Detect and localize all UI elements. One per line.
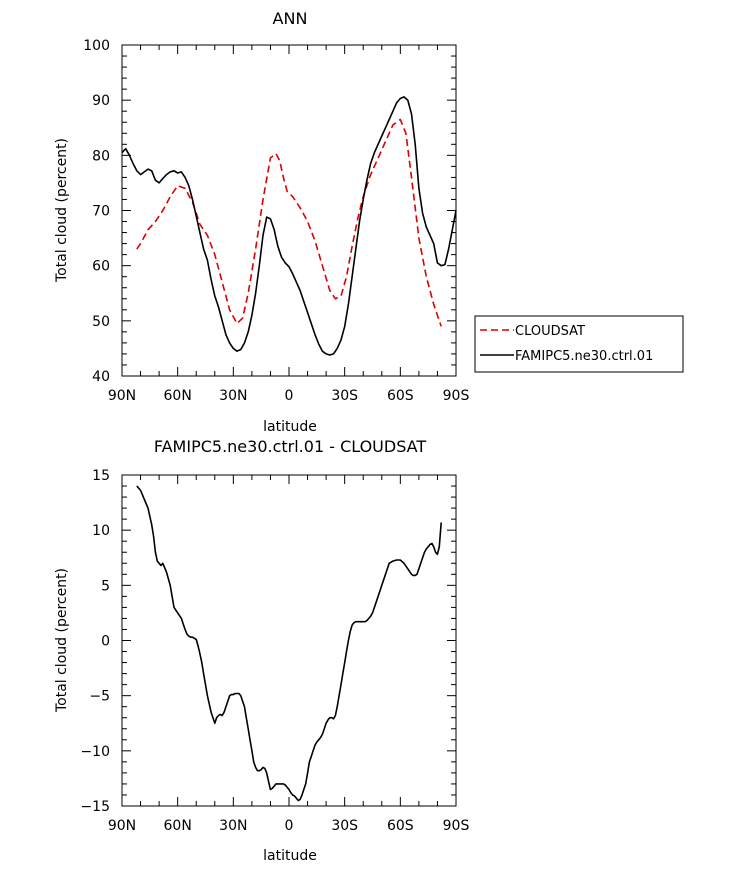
- bottom-x-tick-label: 90N: [108, 818, 136, 834]
- bottom-y-tick-label: 5: [101, 578, 110, 594]
- annual-cloud-panel: ANN 90N 60N 30N 0 30S 60S 90S 40 50 60 70 80 90 100 l…: [54, 9, 469, 435]
- top-series-line-famipc5-ne30-ctrl-01: [121, 96, 457, 356]
- bottom-chart-title: FAMIPC5.ne30.ctrl.01 - CLOUDSAT: [154, 437, 427, 456]
- top-y-tick-label: 90: [92, 93, 110, 109]
- bottom-x-tick-label: 60N: [164, 818, 192, 834]
- bottom-x-axis-label: latitude: [263, 848, 317, 864]
- bottom-x-tick-label: 60S: [387, 818, 414, 834]
- bottom-axis-ticks: 90N 60N 30N 0 30S 60S 90S −15 −10 −5 0 5 10 15: [80, 468, 469, 834]
- top-x-axis-label: latitude: [263, 419, 317, 435]
- top-x-tick-label: 60N: [164, 388, 192, 404]
- bottom-x-tick-label: 90S: [443, 818, 470, 834]
- bottom-x-tick-label: 0: [285, 818, 294, 834]
- top-y-tick-label: 80: [92, 148, 110, 164]
- bottom-x-tick-label: 30S: [331, 818, 358, 834]
- bottom-plot-frame: [121, 474, 457, 807]
- top-x-tick-label: 90N: [108, 388, 136, 404]
- top-y-tick-label: 100: [83, 38, 110, 54]
- top-plot-frame: [121, 44, 457, 377]
- bottom-series-line-0: [136, 485, 442, 802]
- legend-model-label: FAMIPC5.ne30.ctrl.01: [515, 349, 653, 364]
- bottom-series-lines: [136, 485, 442, 802]
- difference-panel: FAMIPC5.ne30.ctrl.01 - CLOUDSAT 90N 60N 30…: [54, 437, 469, 864]
- bottom-x-tick-label: 30N: [219, 818, 247, 834]
- bottom-y-tick-label: 10: [92, 523, 110, 539]
- top-x-tick-label: 90S: [443, 388, 470, 404]
- top-y-tick-label: 50: [92, 314, 110, 330]
- top-axis-ticks: 90N 60N 30N 0 30S 60S 90S 40 50 60 70 80 90 100: [83, 38, 469, 404]
- legend-box: [474, 315, 684, 373]
- top-y-tick-label: 40: [92, 369, 110, 385]
- bottom-y-tick-label: 15: [92, 468, 110, 484]
- bottom-y-axis-label: Total cloud (percent): [54, 568, 70, 713]
- top-chart-title: ANN: [273, 9, 308, 28]
- top-series-lines: [121, 96, 457, 356]
- bottom-y-tick-label: −5: [89, 689, 110, 705]
- top-x-tick-label: 30N: [219, 388, 247, 404]
- top-series-line-cloudsat: [136, 118, 442, 327]
- top-x-tick-label: 30S: [331, 388, 358, 404]
- bottom-y-tick-label: −10: [80, 744, 110, 760]
- top-y-tick-label: 70: [92, 204, 110, 220]
- top-x-tick-label: 60S: [387, 388, 414, 404]
- top-y-axis-label: Total cloud (percent): [54, 138, 70, 283]
- legend-cloudsat-label: CLOUDSAT: [515, 324, 585, 339]
- top-y-tick-label: 60: [92, 259, 110, 275]
- bottom-y-tick-label: −15: [80, 799, 110, 815]
- legend: CLOUDSAT FAMIPC5.ne30.ctrl.01: [474, 315, 684, 373]
- top-x-tick-label: 0: [285, 388, 294, 404]
- bottom-y-tick-label: 0: [101, 634, 110, 650]
